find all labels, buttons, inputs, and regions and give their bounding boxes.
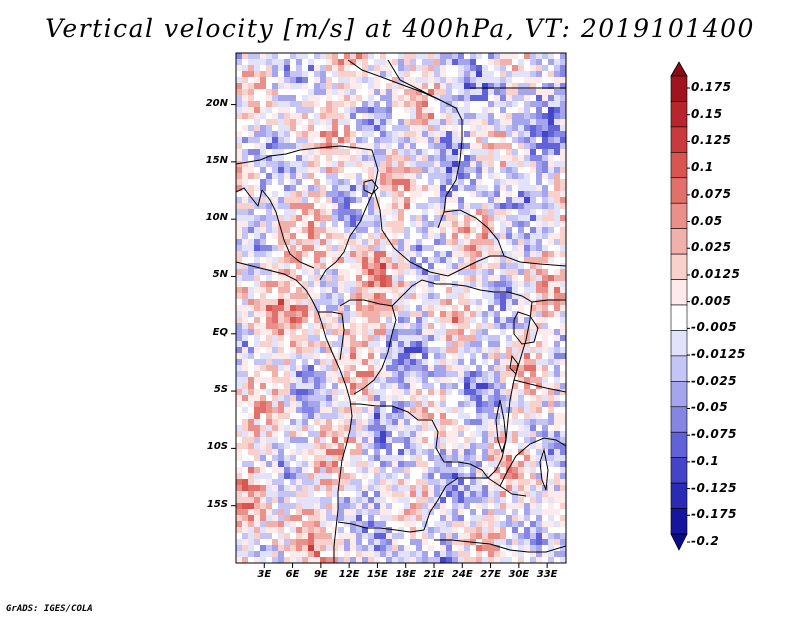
map-frame — [235, 52, 567, 564]
coastline — [236, 261, 353, 563]
lake-victoria — [513, 311, 539, 345]
border-drc-north — [391, 279, 533, 307]
lake-kivu — [509, 354, 519, 376]
colorbar-segment — [670, 177, 688, 204]
border-zimbabwe — [434, 539, 566, 553]
colorbar-segment — [670, 355, 688, 382]
lon-label: 18E — [395, 569, 417, 580]
colorbar — [670, 61, 690, 551]
colorbar-label: -0.075 — [691, 427, 737, 442]
lon-label: 21E — [423, 569, 445, 580]
colorbar-label: 0.05 — [691, 213, 723, 228]
colorbar-segment — [670, 431, 688, 458]
colorbar-label: -0.005 — [691, 320, 737, 335]
colorbar-label: -0.125 — [691, 480, 737, 495]
border-zambia — [423, 477, 527, 531]
colorbar-label: -0.175 — [691, 507, 737, 522]
colorbar-segment — [670, 457, 688, 484]
border-tanzania — [513, 379, 566, 393]
border-uganda — [531, 299, 566, 303]
colorbar-label: 0.1 — [691, 160, 714, 175]
lon-label: 24E — [451, 569, 473, 580]
colorbar-segment — [670, 279, 688, 306]
lat-label: 5S — [213, 384, 228, 396]
lat-label: 10N — [205, 212, 228, 224]
colorbar-segment — [670, 304, 688, 331]
lon-label: 9E — [313, 569, 328, 580]
colorbar-segment — [670, 101, 688, 128]
border-gabon — [318, 311, 345, 361]
lon-label: 12E — [338, 569, 360, 580]
colorbar-label: 0.175 — [691, 80, 732, 94]
colorbar-label: 0.075 — [691, 186, 732, 201]
lon-label: 3E — [257, 569, 272, 580]
colorbar-label: -0.05 — [691, 400, 729, 415]
lon-label: 30E — [508, 569, 530, 580]
lat-label: 15S — [206, 498, 228, 510]
colorbar-segment — [670, 482, 688, 509]
border-cameroon — [319, 149, 379, 281]
border-drc-east — [487, 301, 533, 479]
lake-tanganyika — [495, 399, 507, 454]
credit-text: GrADS: IGES/COLA — [6, 604, 93, 614]
country-borders — [236, 59, 566, 563]
colorbar-segment — [670, 508, 688, 535]
border-chad-car — [373, 189, 566, 277]
lat-label: 5N — [212, 269, 228, 281]
border-niger-south — [236, 145, 373, 165]
lon-label: 27E — [480, 569, 501, 580]
colorbar-segment — [670, 228, 688, 255]
colorbar-label: 0.125 — [691, 133, 732, 148]
lon-label: 6E — [285, 569, 300, 580]
border-niger-chad — [347, 59, 463, 229]
colorbar-segment — [670, 126, 688, 153]
colorbar-label: -0.1 — [691, 453, 720, 468]
border-congo — [339, 299, 397, 395]
lon-ticks — [263, 563, 548, 568]
colorbar-bottom-arrow — [670, 533, 688, 551]
colorbar-label: 0.15 — [691, 106, 723, 121]
colorbar-label: -0.025 — [691, 373, 737, 388]
lon-label: 33E — [536, 569, 558, 580]
colorbar-segment — [670, 75, 688, 102]
border-zambia-east — [499, 437, 566, 487]
colorbar-segment — [670, 253, 688, 280]
colorbar-segment — [670, 381, 688, 408]
border-angola-north — [350, 403, 489, 479]
chart-title: Vertical velocity [m/s] at 400hPa, VT: 2… — [45, 14, 755, 43]
lake-malawi — [539, 448, 549, 491]
colorbar-label: -0.0125 — [691, 347, 746, 362]
border-nigeria — [261, 189, 315, 269]
border-car-sudan — [443, 209, 505, 257]
colorbar-segment — [670, 406, 688, 433]
border-libya — [387, 59, 441, 101]
colorbar-label: 0.005 — [691, 293, 732, 308]
colorbar-segment — [670, 152, 688, 179]
colorbar-label: 0.025 — [691, 240, 732, 255]
lat-label: 15N — [205, 154, 228, 166]
border-angola-south — [337, 521, 425, 533]
colorbar-segment — [670, 330, 688, 357]
lon-label: 15E — [367, 569, 388, 580]
border-mali — [236, 187, 263, 208]
colorbar-label: 0.0125 — [691, 266, 741, 281]
lat-ticks — [231, 104, 236, 507]
lat-label: EQ — [212, 326, 228, 338]
lat-label: 10S — [206, 441, 228, 453]
colorbar-label: -0.2 — [691, 534, 720, 548]
lake-chad — [363, 179, 379, 195]
colorbar-segment — [670, 202, 688, 229]
lat-label: 20N — [205, 97, 228, 109]
velocity-field — [236, 53, 566, 563]
colorbar-top-arrow — [670, 61, 688, 77]
